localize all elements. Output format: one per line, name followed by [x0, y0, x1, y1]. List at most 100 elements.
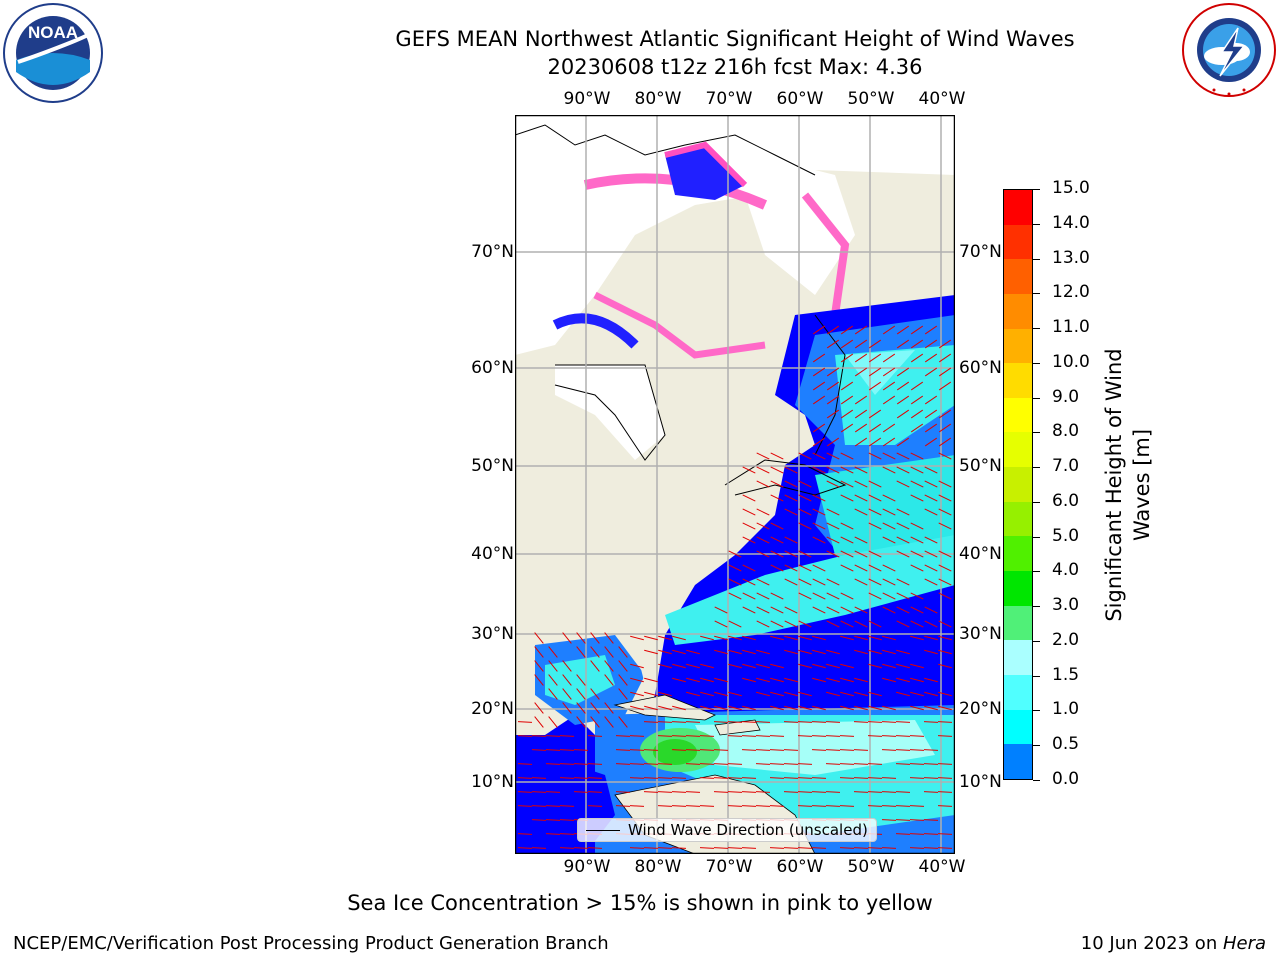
wave-direction-arrow [896, 677, 910, 683]
wave-direction-arrow [839, 749, 855, 751]
wave-direction-arrow [896, 522, 910, 530]
wave-direction-arrow [728, 663, 742, 669]
wave-direction-arrow [770, 635, 784, 641]
colorbar-tick-mark [1033, 536, 1040, 538]
wave-direction-arrow [741, 749, 757, 751]
wave-direction-arrow [545, 749, 561, 751]
wave-direction-arrow [910, 663, 924, 669]
wave-direction-arrow [826, 663, 840, 669]
wave-direction-arrow [811, 749, 827, 751]
wave-direction-arrow [910, 423, 924, 433]
wave-direction-arrow [630, 663, 644, 669]
wave-direction-arrow [868, 367, 882, 377]
wave-direction-arrow [882, 381, 896, 391]
wave-direction-arrow [756, 508, 770, 516]
wave-direction-arrow [882, 466, 896, 474]
colorbar-band [1004, 259, 1032, 294]
wave-direction-arrow [587, 763, 603, 765]
wave-direction-arrow [826, 508, 840, 516]
colorbar-tick-label: 13.0 [1052, 247, 1090, 268]
wave-direction-arrow [868, 620, 882, 628]
wave-direction-arrow [867, 721, 883, 723]
wave-direction-arrow [784, 691, 798, 697]
wave-direction-arrow [840, 494, 854, 502]
wave-direction-arrow [895, 791, 911, 793]
wave-direction-arrow [517, 777, 533, 779]
wave-direction-arrow [868, 649, 882, 655]
wave-direction-arrow [910, 480, 924, 488]
colorbar-tick-mark [1033, 640, 1040, 642]
colorbar-label-line1: Significant Height of Wind [1102, 348, 1126, 622]
wave-direction-arrow [826, 592, 840, 600]
wave-direction-arrow [840, 705, 854, 711]
wave-direction-arrow [812, 437, 826, 447]
wave-direction-arrow [895, 749, 911, 751]
wave-direction-arrow [882, 325, 896, 335]
wave-direction-arrow [728, 705, 742, 711]
wave-direction-arrow [938, 649, 952, 655]
wave-direction-arrow [840, 480, 854, 488]
wave-direction-arrow [853, 777, 869, 779]
wave-direction-arrow [630, 677, 644, 683]
wave-direction-arrow [618, 674, 628, 686]
wave-direction-arrow [629, 763, 645, 765]
wave-direction-arrow [756, 606, 770, 614]
wave-direction-arrow [769, 805, 785, 807]
lon-label-top: 60°W [776, 89, 824, 109]
wave-direction-arrow [812, 606, 826, 614]
wave-direction-arrow [770, 494, 784, 502]
wave-direction-arrow [770, 536, 784, 544]
wave-direction-arrow [812, 353, 826, 363]
wave-direction-arrow [590, 716, 600, 728]
colorbar-band [1004, 224, 1032, 260]
wave-direction-arrow [826, 606, 840, 614]
wave-direction-arrow [769, 777, 785, 779]
wave-direction-arrow [910, 691, 924, 697]
wave-direction-arrow [573, 777, 589, 779]
wave-direction-arrow [882, 649, 896, 655]
wave-direction-arrow [728, 620, 742, 628]
wave-direction-arrow [840, 466, 854, 474]
wave-direction-arrow [517, 763, 533, 765]
wave-direction-arrow [671, 735, 687, 737]
wave-direction-arrow [868, 550, 882, 558]
colorbar-tick-label: 12.0 [1052, 282, 1090, 303]
wave-direction-arrow [881, 735, 897, 737]
lat-label-left: 30°N [471, 624, 514, 644]
colorbar-band [1004, 709, 1032, 745]
wave-direction-arrow [770, 705, 784, 711]
wave-direction-arrow [854, 367, 868, 377]
wave-direction-arrow [798, 494, 812, 502]
wave-direction-arrow [909, 777, 925, 779]
wave-direction-arrow [756, 522, 770, 530]
wave-direction-arrow [812, 592, 826, 600]
wave-direction-arrow [783, 847, 799, 849]
wave-direction-arrow [643, 777, 659, 779]
wave-direction-arrow [896, 325, 910, 335]
wave-direction-arrow [672, 663, 686, 669]
wave-direction-arrow [770, 620, 784, 628]
wave-direction-arrow [517, 791, 533, 793]
wave-direction-arrow [700, 635, 714, 641]
wave-direction-arrow [657, 735, 673, 737]
colorbar-band [1004, 432, 1032, 468]
wave-direction-arrow [840, 592, 854, 600]
wave-direction-arrow [784, 508, 798, 516]
wave-direction-arrow [618, 646, 628, 658]
wave-direction-arrow [910, 466, 924, 474]
wave-direction-arrow [938, 423, 952, 433]
wave-direction-arrow [896, 466, 910, 474]
wave-direction-arrow [868, 705, 882, 711]
wave-direction-arrow [924, 353, 938, 363]
wave-direction-arrow [756, 480, 770, 488]
wave-direction-arrow [770, 677, 784, 683]
wave-direction-arrow [545, 763, 561, 765]
wave-direction-arrow [840, 452, 854, 460]
chart-subtitle: 20230608 t12z 216h fcst Max: 4.36 [547, 55, 923, 79]
wave-direction-arrow [867, 763, 883, 765]
wave-direction-arrow [826, 367, 840, 377]
wave-direction-arrow [798, 663, 812, 669]
wave-direction-arrow [590, 660, 600, 672]
wave-direction-arrow [686, 677, 700, 683]
wave-direction-arrow [840, 522, 854, 530]
